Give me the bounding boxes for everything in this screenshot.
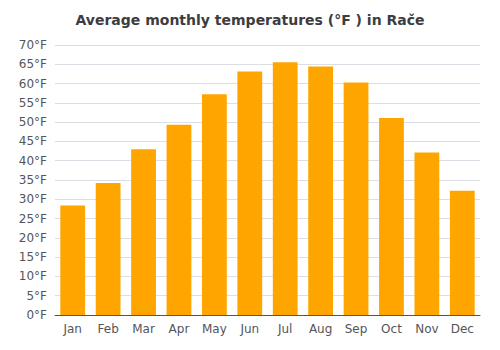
svg-text:Average monthly temperatures (: Average monthly temperatures (°F ) in Ra… [75, 12, 424, 28]
svg-text:Nov: Nov [415, 322, 438, 336]
svg-text:50°F: 50°F [19, 115, 47, 129]
svg-text:Aug: Aug [309, 322, 332, 336]
svg-text:Jun: Jun [239, 322, 259, 336]
svg-text:65°F: 65°F [19, 57, 47, 71]
svg-text:55°F: 55°F [19, 96, 47, 110]
svg-text:40°F: 40°F [19, 154, 47, 168]
svg-text:45°F: 45°F [19, 134, 47, 148]
svg-text:30°F: 30°F [19, 192, 47, 206]
svg-text:May: May [202, 322, 227, 336]
svg-text:35°F: 35°F [19, 173, 47, 187]
svg-text:Jul: Jul [277, 322, 292, 336]
svg-text:70°F: 70°F [19, 38, 47, 52]
svg-text:Dec: Dec [451, 322, 474, 336]
svg-text:10°F: 10°F [19, 269, 47, 283]
svg-text:Mar: Mar [132, 322, 155, 336]
svg-text:5°F: 5°F [26, 289, 47, 303]
svg-text:60°F: 60°F [19, 77, 47, 91]
svg-text:Feb: Feb [98, 322, 119, 336]
svg-text:20°F: 20°F [19, 231, 47, 245]
svg-text:Apr: Apr [169, 322, 190, 336]
svg-text:Oct: Oct [381, 322, 402, 336]
svg-text:Jan: Jan [62, 322, 82, 336]
svg-text:0°F: 0°F [26, 308, 47, 322]
svg-text:Sep: Sep [345, 322, 368, 336]
svg-text:15°F: 15°F [19, 250, 47, 264]
svg-text:25°F: 25°F [19, 212, 47, 226]
